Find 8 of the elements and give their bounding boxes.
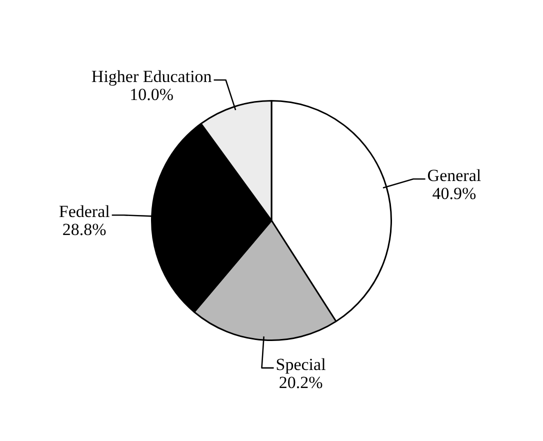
slice-label: Special <box>276 354 326 374</box>
slice-label: Federal <box>58 202 110 222</box>
data-label: 10.0% <box>130 84 174 104</box>
data-label: 20.2% <box>278 372 323 392</box>
data-label: 40.9% <box>432 184 476 204</box>
slice-label: General <box>427 166 482 186</box>
slice-label: Higher Education <box>91 66 212 86</box>
data-label: 28.8% <box>62 220 106 240</box>
